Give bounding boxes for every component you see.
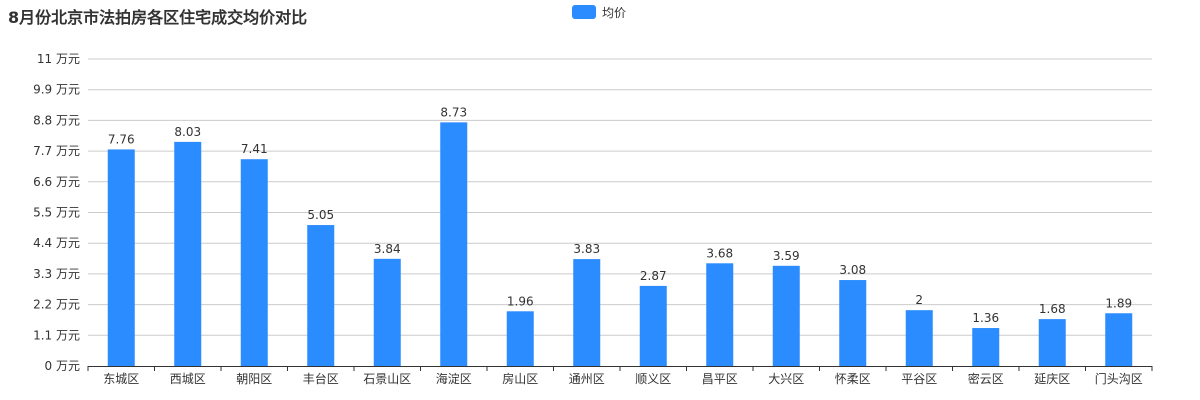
y-tick-label: 0 万元 xyxy=(45,359,80,373)
y-tick-label: 5.5 万元 xyxy=(33,206,80,220)
y-axis-ticks: 0 万元 1.1 万元 2.2 万元 3.3 万元 4.4 万元 5.5 万元 6.6 万元… xyxy=(33,52,80,373)
data-labels: 7.76 8.03 7.41 5.05 3.84 8.73 1.96 3.83 2.87 3.68… xyxy=(108,105,1132,325)
data-label: 1.36 xyxy=(972,311,999,325)
x-axis xyxy=(87,366,1153,371)
data-label: 3.68 xyxy=(706,246,733,260)
x-tick-label: 顺义区 xyxy=(635,372,671,386)
x-tick-label: 密云区 xyxy=(968,371,1004,386)
bars xyxy=(107,122,1133,366)
bar[interactable] xyxy=(706,263,734,366)
data-label: 3.08 xyxy=(839,263,866,277)
x-tick-label: 延庆区 xyxy=(1034,372,1070,386)
data-label: 7.76 xyxy=(108,132,135,146)
data-label: 3.83 xyxy=(573,242,600,256)
bar[interactable] xyxy=(373,258,401,366)
x-tick-label: 房山区 xyxy=(502,371,538,386)
y-tick-label: 11 万元 xyxy=(37,52,80,66)
bar[interactable] xyxy=(772,265,800,366)
x-tick-label: 朝阳区 xyxy=(236,372,272,386)
x-tick-label: 昌平区 xyxy=(702,372,738,386)
bar[interactable] xyxy=(440,122,468,366)
y-tick-label: 1.1 万元 xyxy=(33,328,80,342)
bar[interactable] xyxy=(972,328,1000,366)
x-tick-label: 怀柔区 xyxy=(835,372,871,386)
data-label: 8.73 xyxy=(440,105,467,119)
bar[interactable] xyxy=(905,310,933,366)
data-label: 1.96 xyxy=(507,294,534,308)
bar[interactable] xyxy=(1105,313,1133,366)
x-tick-label: 西城区 xyxy=(170,372,206,386)
y-tick-label: 3.3 万元 xyxy=(33,267,80,281)
x-tick-label: 东城区 xyxy=(103,372,139,386)
x-tick-label: 门头沟区 xyxy=(1095,371,1143,386)
bar[interactable] xyxy=(107,149,135,366)
data-label: 2 xyxy=(915,293,923,307)
y-tick-label: 7.7 万元 xyxy=(33,144,80,158)
chart-title: 8月份北京市法拍房各区住宅成交均价对比 xyxy=(8,8,308,27)
x-tick-label: 大兴区 xyxy=(768,372,804,386)
data-label: 8.03 xyxy=(174,125,201,139)
bar[interactable] xyxy=(240,159,268,366)
data-label: 1.68 xyxy=(1039,302,1066,316)
bar[interactable] xyxy=(573,259,601,366)
bar[interactable] xyxy=(1038,319,1066,366)
bar[interactable] xyxy=(506,311,534,366)
x-tick-label: 平谷区 xyxy=(901,372,937,386)
legend[interactable]: 均价 xyxy=(572,4,626,20)
x-tick-label: 丰台区 xyxy=(303,371,339,386)
bar[interactable] xyxy=(307,225,335,366)
x-axis-ticks: 东城区 西城区 朝阳区 丰台区 石景山区 海淀区 房山区 通州区 顺义区 昌平区 大兴区 怀柔区 平谷区… xyxy=(103,371,1143,386)
x-tick-label: 海淀区 xyxy=(436,371,472,386)
y-tick-label: 8.8 万元 xyxy=(33,113,80,127)
x-tick-label: 通州区 xyxy=(569,372,605,386)
legend-swatch xyxy=(572,5,596,19)
data-label: 2.87 xyxy=(640,269,667,283)
data-label: 7.41 xyxy=(241,142,268,156)
y-tick-label: 4.4 万元 xyxy=(33,236,80,250)
data-label: 1.89 xyxy=(1105,296,1132,310)
data-label: 3.84 xyxy=(374,242,401,256)
bar[interactable] xyxy=(639,285,667,366)
x-tick-label: 石景山区 xyxy=(363,372,411,386)
bar[interactable] xyxy=(839,280,867,366)
y-tick-label: 6.6 万元 xyxy=(33,175,80,189)
data-label: 3.59 xyxy=(773,249,800,263)
bar[interactable] xyxy=(174,141,202,366)
legend-label: 均价 xyxy=(602,5,627,20)
y-tick-label: 9.9 万元 xyxy=(33,83,80,97)
y-tick-label: 2.2 万元 xyxy=(33,298,80,312)
data-label: 5.05 xyxy=(307,208,334,222)
